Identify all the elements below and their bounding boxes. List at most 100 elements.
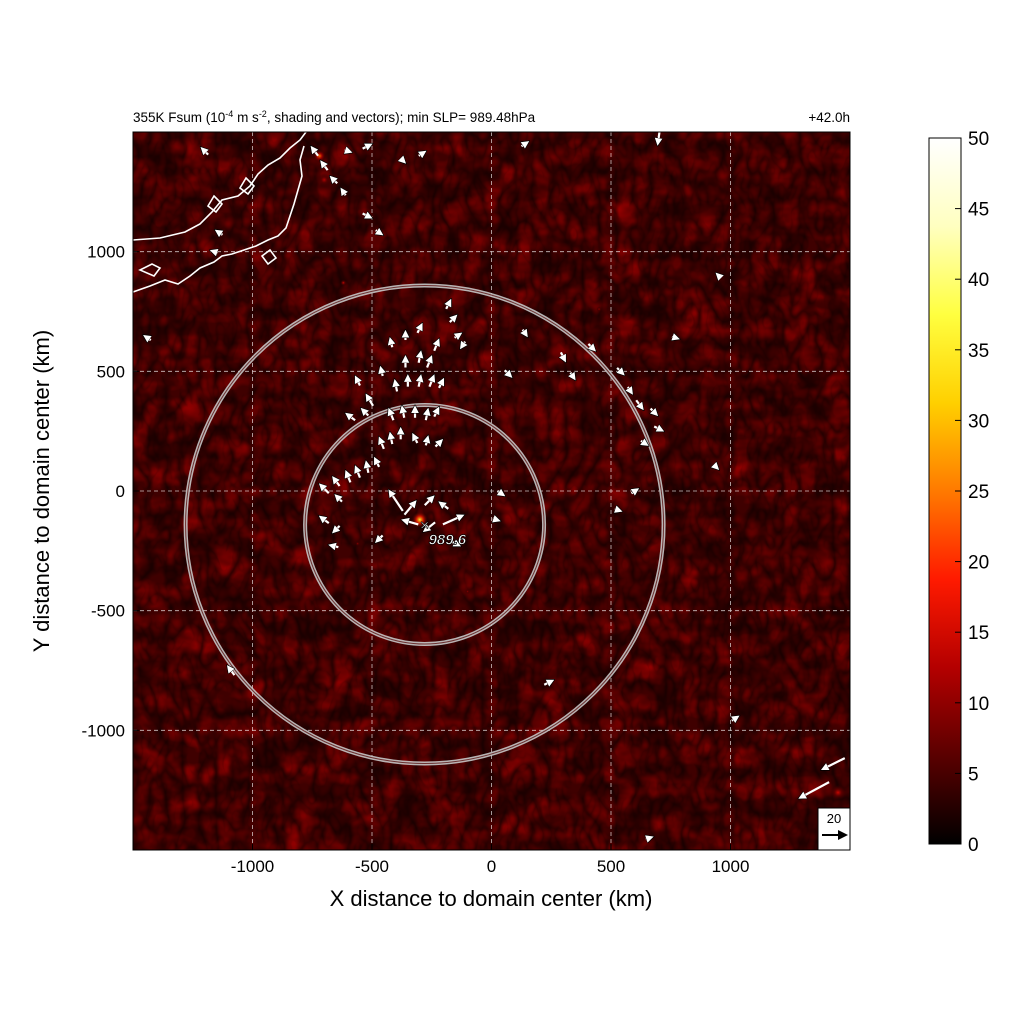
min-slp-label: 989.6 bbox=[429, 532, 467, 549]
colorbar: 0 5 10 15 20 25 30 35 40 45 50 bbox=[928, 129, 989, 856]
heatmap-hotspot bbox=[340, 279, 347, 286]
wind-vector bbox=[450, 315, 457, 322]
wind-vector bbox=[434, 339, 439, 352]
wind-vector bbox=[522, 142, 529, 147]
wind-vector bbox=[320, 516, 330, 525]
wind-vector bbox=[311, 147, 319, 157]
wind-vector bbox=[419, 375, 421, 387]
wind-vector bbox=[523, 330, 528, 337]
y-tick-label: 0 bbox=[116, 482, 125, 501]
wind-vector bbox=[423, 496, 434, 506]
wind-vector bbox=[427, 356, 432, 368]
wind-vector bbox=[434, 407, 439, 418]
wind-vector bbox=[389, 409, 394, 421]
wind-vector bbox=[570, 373, 575, 380]
wind-vector bbox=[333, 477, 341, 487]
x-tick-label: 0 bbox=[487, 857, 496, 876]
wind-vector bbox=[380, 367, 382, 377]
wind-vector bbox=[401, 158, 406, 163]
wind-vector bbox=[320, 484, 330, 494]
wind-vector bbox=[211, 251, 218, 253]
wind-vector bbox=[505, 370, 512, 377]
wind-vector bbox=[493, 519, 500, 521]
wind-vector bbox=[450, 541, 460, 546]
grid-lines bbox=[133, 132, 850, 850]
wind-vector bbox=[426, 436, 428, 446]
wind-vector bbox=[390, 338, 392, 348]
wind-vector bbox=[376, 535, 383, 542]
colorbar-ticks: 0 5 10 15 20 25 30 35 40 45 50 bbox=[955, 129, 989, 856]
plot-area: × 989.6 bbox=[133, 132, 850, 850]
wind-vector bbox=[446, 300, 451, 310]
wind-vector bbox=[413, 434, 418, 444]
wind-vector bbox=[429, 375, 434, 388]
wind-vector bbox=[346, 471, 351, 483]
wind-vector bbox=[426, 409, 428, 421]
wind-vector bbox=[333, 526, 340, 533]
wind-vector bbox=[658, 132, 660, 145]
wind-vector bbox=[321, 161, 329, 171]
wind-vector bbox=[498, 491, 505, 496]
wind-vector bbox=[402, 406, 404, 418]
wind-vector bbox=[362, 144, 372, 149]
colorbar-tick-label: 30 bbox=[968, 411, 989, 432]
y-tick-label: -500 bbox=[91, 602, 125, 621]
x-tick-label: -500 bbox=[355, 857, 389, 876]
wind-vector bbox=[714, 465, 719, 470]
wind-vector bbox=[455, 333, 462, 338]
distance-rings bbox=[183, 283, 666, 766]
colorbar-tick-label: 15 bbox=[968, 623, 989, 644]
wind-vector bbox=[379, 437, 384, 450]
wind-vector bbox=[366, 394, 375, 407]
wind-vector bbox=[361, 409, 368, 416]
y-axis-ticks: -1000 -500 0 500 1000 bbox=[82, 243, 139, 740]
wind-vector bbox=[461, 342, 466, 349]
wind-vector bbox=[439, 502, 449, 510]
y-tick-label: 1000 bbox=[87, 243, 125, 262]
wind-vector bbox=[144, 336, 151, 341]
wind-vector bbox=[672, 337, 679, 339]
wind-vector bbox=[390, 433, 392, 445]
wind-vector bbox=[628, 387, 633, 394]
heatmap-hotspot bbox=[317, 173, 331, 187]
wind-vector bbox=[635, 399, 643, 409]
wind-vector bbox=[617, 368, 624, 375]
wind-vector bbox=[822, 757, 846, 770]
wind-vector bbox=[418, 324, 423, 334]
x-axis-label: X distance to domain center (km) bbox=[330, 886, 653, 911]
wind-vector bbox=[216, 230, 223, 235]
chart-title: 355K Fsum (10-4 m s-2, shading and vecto… bbox=[133, 109, 536, 125]
y-tick-label: 500 bbox=[97, 362, 125, 381]
wind-vector bbox=[732, 716, 739, 721]
wind-vector bbox=[561, 351, 566, 361]
wind-vector bbox=[631, 489, 638, 494]
colorbar-tick-label: 0 bbox=[968, 835, 979, 856]
wind-vector bbox=[716, 273, 721, 278]
x-tick-label: 500 bbox=[597, 857, 625, 876]
wind-vector bbox=[374, 458, 379, 468]
wind-vector bbox=[228, 666, 236, 676]
reference-vector-box: 20 bbox=[817, 807, 851, 851]
wind-vector bbox=[653, 426, 663, 431]
wind-vector bbox=[335, 495, 342, 502]
wind-vector bbox=[419, 351, 421, 363]
wind-vector bbox=[341, 188, 346, 195]
heatmap-hotspot bbox=[355, 541, 361, 547]
wind-vector bbox=[329, 545, 339, 547]
wind-vector bbox=[442, 515, 464, 526]
wind-vector bbox=[435, 440, 442, 447]
wind-vector bbox=[588, 344, 595, 351]
wind-vector bbox=[651, 409, 658, 416]
wind-vector bbox=[402, 520, 419, 525]
wind-vector bbox=[419, 151, 426, 156]
colorbar-tick-label: 35 bbox=[968, 341, 989, 362]
x-axis-ticks: -1000 -500 0 500 1000 bbox=[231, 844, 749, 876]
distance-ring-inner bbox=[304, 404, 545, 645]
heatmap-hotspot bbox=[465, 588, 471, 595]
wind-vector bbox=[403, 501, 416, 516]
wind-vector bbox=[330, 176, 337, 183]
wind-vector bbox=[543, 680, 553, 685]
y-axis-label: Y distance to domain center (km) bbox=[29, 330, 54, 652]
colorbar-tick-label: 40 bbox=[968, 270, 989, 291]
